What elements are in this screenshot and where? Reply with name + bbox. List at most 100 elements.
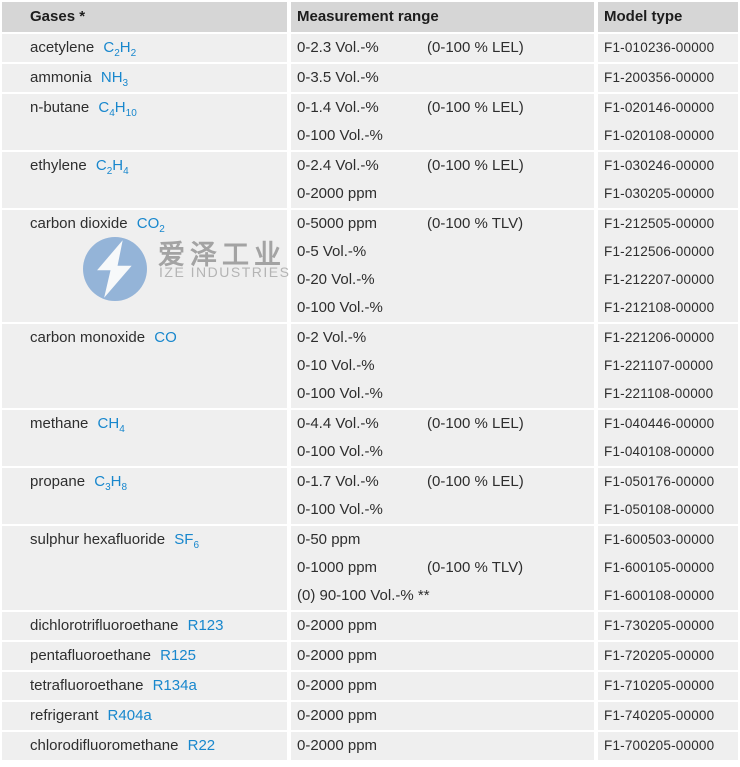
measurement-cell: 0-1.4 Vol.-% (0-100 % LEL) 0-100 Vol.-% xyxy=(291,94,594,150)
measurement-cell: 0-50 ppm 0-1000 ppm (0-100 % TLV) (0) 90-10… xyxy=(291,526,594,610)
gas-line: refrigerant R404a xyxy=(30,702,287,730)
gas-cell: tetrafluoroethane R134a xyxy=(2,672,287,700)
gas-cell: dichlorotrifluoroethane R123 xyxy=(2,612,287,640)
gas-formula: R125 xyxy=(160,647,196,664)
model-cell: F1-221206-00000 F1-221107-00000 F1-221108-… xyxy=(598,324,738,408)
table-rows: acetylene C2H2 0-2.3 Vol.-% (0-100 % LEL) F… xyxy=(2,34,738,760)
model-number: F1-740205-00000 xyxy=(604,708,715,723)
gas-name: dichlorotrifluoroethane xyxy=(30,617,179,634)
measurement-cell: 0-2000 ppm xyxy=(291,612,594,640)
measurement-line: 0-1000 ppm (0-100 % TLV) xyxy=(291,554,594,582)
header-model-type: Model type xyxy=(598,2,738,32)
measurement-line: 0-2000 ppm xyxy=(291,180,594,208)
measurement-range: 0-100 Vol.-% xyxy=(297,385,383,402)
measurement-cell: 0-2000 ppm xyxy=(291,642,594,670)
gas-cell: ammonia NH3 xyxy=(2,64,287,92)
model-cell: F1-700205-00000 xyxy=(598,732,738,760)
model-number: F1-600105-00000 xyxy=(604,560,715,575)
measurement-cell: 0-2000 ppm xyxy=(291,672,594,700)
gas-cell: propane C3H8 xyxy=(2,468,287,524)
table-row: ammonia NH3 0-3.5 Vol.-% F1-200356-00000 xyxy=(2,64,738,92)
model-cell: F1-212505-00000 F1-212506-00000 F1-212207-… xyxy=(598,210,738,322)
gas-line: n-butane C4H10 xyxy=(30,94,287,122)
measurement-range: 0-100 Vol.-% xyxy=(297,443,383,460)
gas-cell: ethylene C2H4 xyxy=(2,152,287,208)
measurement-range: 0-10 Vol.-% xyxy=(297,357,375,374)
measurement-range: 0-2000 ppm xyxy=(297,677,378,694)
model-cell: F1-600503-00000 F1-600105-00000 F1-600108-… xyxy=(598,526,738,610)
measurement-line: 0-100 Vol.-% xyxy=(291,496,594,524)
measurement-line: 0-2.4 Vol.-% (0-100 % LEL) xyxy=(291,152,594,180)
measurement-line: 0-5 Vol.-% xyxy=(291,238,594,266)
measurement-range: 0-4.4 Vol.-% xyxy=(297,415,379,432)
model-number: F1-700205-00000 xyxy=(604,738,715,753)
gas-line: carbon dioxide CO2 xyxy=(30,210,287,238)
gas-formula: C2H2 xyxy=(103,39,137,59)
model-cell: F1-030246-00000 F1-030205-00000 xyxy=(598,152,738,208)
model-number: F1-050176-00000 xyxy=(604,474,715,489)
measurement-line: 0-100 Vol.-% xyxy=(291,380,594,408)
range-note: (0-100 % TLV) xyxy=(427,215,524,232)
model-cell: F1-200356-00000 xyxy=(598,64,738,92)
range-note: (0-100 % LEL) xyxy=(427,473,524,490)
model-number: F1-730205-00000 xyxy=(604,618,715,633)
measurement-line: 0-5000 ppm (0-100 % TLV) xyxy=(291,210,594,238)
gas-cell: n-butane C4H10 xyxy=(2,94,287,150)
measurement-line: 0-4.4 Vol.-% (0-100 % LEL) xyxy=(291,410,594,438)
measurement-range: 0-100 Vol.-% xyxy=(297,127,383,144)
gas-name: chlorodifluoromethane xyxy=(30,737,179,754)
gas-line: propane C3H8 xyxy=(30,468,287,496)
table-row: n-butane C4H10 0-1.4 Vol.-% (0-100 % LEL) 0… xyxy=(2,94,738,150)
model-cell: F1-020146-00000 F1-020108-00000 xyxy=(598,94,738,150)
measurement-line: 0-1.7 Vol.-% (0-100 % LEL) xyxy=(291,468,594,496)
gas-formula: R123 xyxy=(187,617,224,634)
measurement-range: 0-2.3 Vol.-% xyxy=(297,39,379,56)
model-number: F1-212506-00000 xyxy=(604,244,715,259)
gas-name: ethylene xyxy=(30,157,87,174)
gas-line: chlorodifluoromethane R22 xyxy=(30,732,287,760)
gas-cell: refrigerant R404a xyxy=(2,702,287,730)
table-row: pentafluoroethane R125 0-2000 ppm F1-72020… xyxy=(2,642,738,670)
gas-line: dichlorotrifluoroethane R123 xyxy=(30,612,287,640)
model-number: F1-040446-00000 xyxy=(604,416,715,431)
measurement-cell: 0-2 Vol.-% 0-10 Vol.-% 0-100 Vol.-% xyxy=(291,324,594,408)
measurement-cell: 0-5000 ppm (0-100 % TLV) 0-5 Vol.-% 0-20 Vo… xyxy=(291,210,594,322)
gas-line: acetylene C2H2 xyxy=(30,34,287,62)
gas-cell: pentafluoroethane R125 xyxy=(2,642,287,670)
measurement-cell: 0-2000 ppm xyxy=(291,702,594,730)
gas-formula: R404a xyxy=(107,707,152,724)
measurement-line: 0-2000 ppm xyxy=(291,612,594,640)
measurement-cell: 0-2.3 Vol.-% (0-100 % LEL) xyxy=(291,34,594,62)
model-number: F1-030246-00000 xyxy=(604,158,715,173)
model-cell: F1-740205-00000 xyxy=(598,702,738,730)
gas-name: acetylene xyxy=(30,39,95,56)
measurement-range: 0-2000 ppm xyxy=(297,737,378,754)
measurement-cell: 0-3.5 Vol.-% xyxy=(291,64,594,92)
gas-name: methane xyxy=(30,415,89,432)
measurement-line: 0-10 Vol.-% xyxy=(291,352,594,380)
model-number: F1-600503-00000 xyxy=(604,532,715,547)
gas-name: n-butane xyxy=(30,99,90,116)
measurement-range: 0-50 ppm xyxy=(297,531,361,548)
model-cell: F1-730205-00000 xyxy=(598,612,738,640)
measurement-line: 0-2.3 Vol.-% (0-100 % LEL) xyxy=(291,34,594,62)
gas-formula: NH3 xyxy=(100,69,129,89)
measurement-line: 0-100 Vol.-% xyxy=(291,122,594,150)
table-row: chlorodifluoromethane R22 0-2000 ppm F1-70… xyxy=(2,732,738,760)
gas-name: tetrafluoroethane xyxy=(30,677,144,694)
gas-name: ammonia xyxy=(30,69,92,86)
gas-cell: carbon monoxide CO xyxy=(2,324,287,408)
model-number: F1-040108-00000 xyxy=(604,444,715,459)
measurement-cell: 0-1.7 Vol.-% (0-100 % LEL) 0-100 Vol.-% xyxy=(291,468,594,524)
gas-line: methane CH4 xyxy=(30,410,287,438)
gas-cell: acetylene C2H2 xyxy=(2,34,287,62)
gas-name: refrigerant xyxy=(30,707,99,724)
model-number: F1-720205-00000 xyxy=(604,648,715,663)
model-number: F1-221107-00000 xyxy=(604,358,714,373)
table-row: ethylene C2H4 0-2.4 Vol.-% (0-100 % LEL) 0-… xyxy=(2,152,738,208)
gas-formula: R134a xyxy=(152,677,197,694)
gas-formula: C2H4 xyxy=(95,157,129,177)
measurement-range: 0-5000 ppm xyxy=(297,215,378,232)
measurement-range: 0-20 Vol.-% xyxy=(297,271,375,288)
model-number: F1-221108-00000 xyxy=(604,386,714,401)
